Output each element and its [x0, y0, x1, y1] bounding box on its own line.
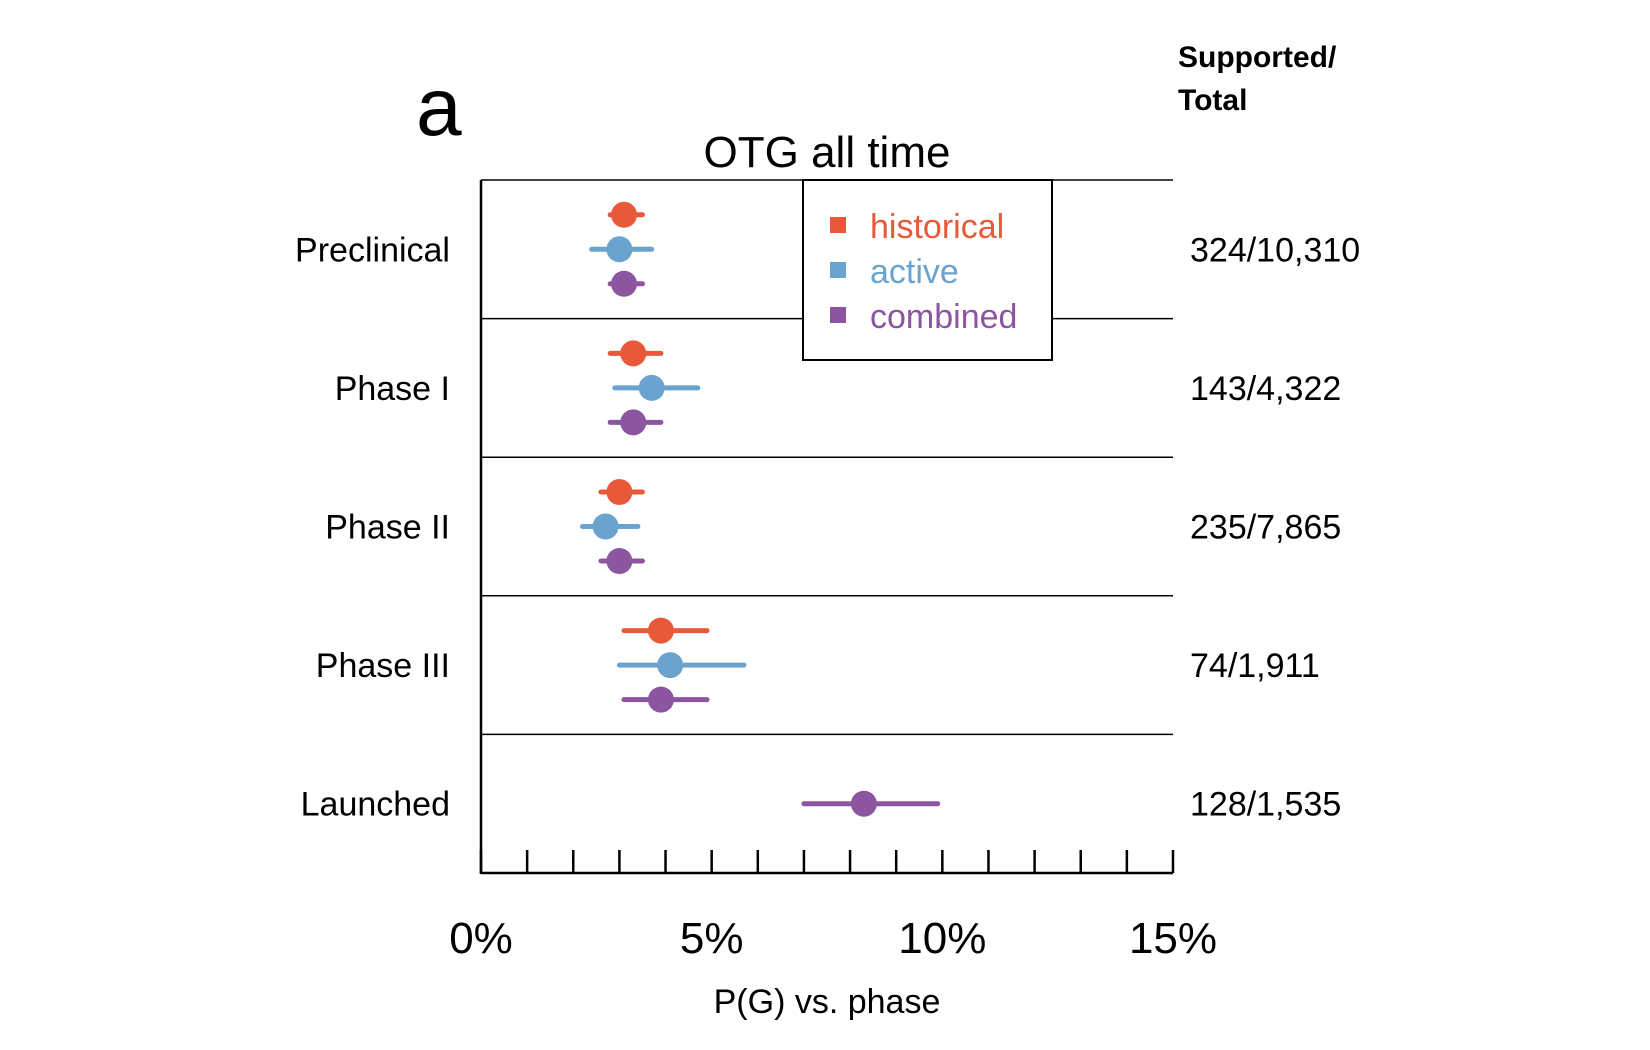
count-label: 143/4,322: [1190, 370, 1341, 408]
data-point: [606, 236, 633, 263]
x-axis-ticks: 0% 5% 10% 15%: [449, 850, 1217, 963]
legend-label: active: [870, 253, 959, 291]
data-point: [620, 340, 647, 367]
x-tick-label: 0%: [449, 914, 513, 963]
legend-label: historical: [870, 208, 1004, 246]
category-label: Launched: [301, 786, 450, 824]
legend-label: combined: [870, 298, 1017, 336]
data-point: [606, 548, 633, 574]
count-header-line-2: Total: [1178, 84, 1247, 117]
count-label: 235/7,865: [1190, 509, 1341, 547]
data-point: [647, 686, 674, 713]
legend-swatch: [830, 217, 846, 233]
category-label: Preclinical: [295, 231, 450, 269]
data-point: [657, 652, 684, 679]
count-header-line-1: Supported/: [1178, 41, 1337, 74]
panel-letter: a: [416, 62, 462, 153]
data-point: [647, 617, 674, 644]
count-label: 128/1,535: [1190, 786, 1341, 824]
category-label: Phase II: [325, 509, 450, 547]
category-label: Phase I: [335, 370, 450, 408]
data-point: [620, 409, 647, 436]
data-point: [611, 270, 638, 297]
count-labels: 324/10,310 143/4,322 235/7,865 74/1,911 128/…: [1190, 231, 1360, 823]
x-tick-label: 15%: [1129, 914, 1217, 963]
count-label: 74/1,911: [1190, 647, 1320, 685]
row-separators: [481, 179, 1173, 736]
legend: historical active combined: [802, 179, 1053, 361]
legend-swatch: [830, 307, 846, 323]
data-point: [638, 374, 665, 401]
chart-title: OTG all time: [704, 128, 951, 177]
data-point: [592, 513, 619, 540]
legend-swatch: [830, 262, 846, 278]
x-tick-label: 5%: [680, 914, 744, 963]
data-point: [850, 790, 877, 817]
data-point: [611, 201, 638, 228]
x-tick-label: 10%: [898, 914, 986, 963]
category-label: Phase III: [316, 647, 450, 685]
data-point: [606, 479, 633, 505]
x-axis-label: P(G) vs. phase: [714, 983, 941, 1021]
count-label: 324/10,310: [1190, 231, 1360, 269]
category-labels: Preclinical Phase I Phase II Phase III Launc…: [295, 231, 450, 823]
data-marks: [579, 201, 941, 817]
